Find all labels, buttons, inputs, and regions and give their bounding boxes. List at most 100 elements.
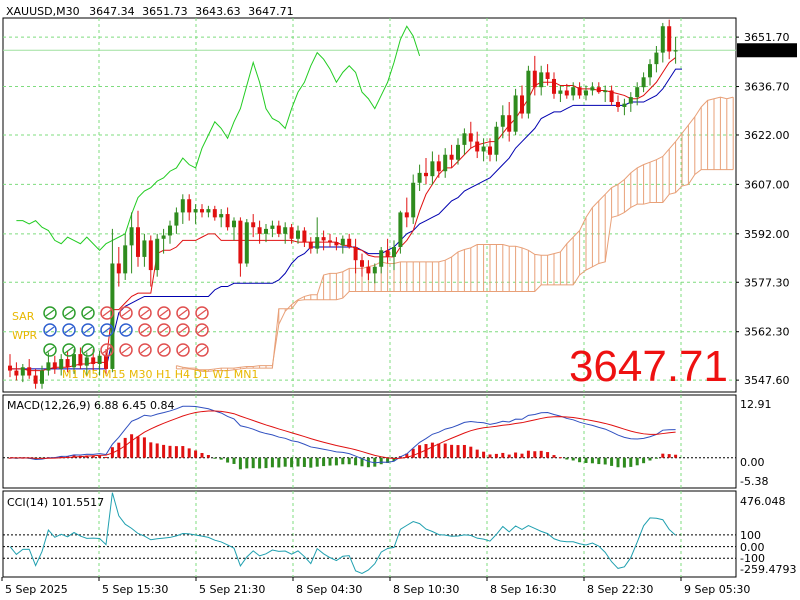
signal-icon [100, 343, 114, 357]
macd-bar [66, 456, 70, 458]
candle-body [449, 154, 454, 160]
macd-bar [558, 457, 562, 459]
sar-label: SAR [12, 310, 35, 323]
price-tick-label: 3651.70 [744, 31, 790, 44]
price-tick-label: 3607.00 [744, 178, 790, 191]
senkou-span-a [176, 96, 734, 371]
macd-bar [194, 450, 198, 458]
candle-body [104, 355, 108, 369]
candle-body [372, 266, 377, 274]
signal-icon-shape [43, 323, 57, 337]
time-tick-label: 8 Sep 22:30 [587, 583, 653, 596]
candle-body [212, 209, 217, 218]
macd-bar [360, 457, 364, 467]
macd-bar [603, 457, 607, 465]
macd-label-high: 12.91 [740, 398, 772, 411]
candle-body [475, 141, 480, 152]
macd-bar [661, 453, 665, 458]
candle-body [289, 227, 294, 239]
price-pane[interactable]: 3651.70 3636.70 3622.00 3607.00 3592.00 3577.… [2, 5, 797, 393]
macd-bar [642, 457, 646, 464]
signal-icon-shape [62, 343, 76, 357]
signal-icon [119, 323, 133, 337]
candle-body [564, 90, 569, 96]
candle-body [123, 245, 128, 274]
candle-body [424, 172, 428, 177]
candle-body [148, 240, 153, 271]
signal-icon-shape [62, 306, 76, 320]
signal-icon-stroke [102, 326, 112, 334]
candle-body [462, 133, 467, 145]
signal-icon-stroke [121, 326, 131, 334]
macd-bar [296, 457, 300, 467]
candle-body [545, 72, 550, 79]
macd-bar [584, 457, 588, 463]
candle-body [417, 172, 422, 183]
macd-bar [539, 450, 543, 458]
macd-bar [238, 457, 242, 470]
signal-icon [157, 306, 171, 320]
macd-bar [290, 457, 294, 468]
cci-label-minus100: -100 [740, 552, 765, 565]
macd-label-zero: 0.00 [740, 456, 765, 469]
macd-bar [507, 454, 511, 458]
candle-body [456, 144, 460, 160]
signal-icon-stroke [140, 326, 150, 334]
signal-icon-shape [138, 323, 152, 337]
cci-label-100: 100 [740, 529, 761, 542]
candle-body [673, 50, 678, 52]
macd-bar [277, 457, 281, 468]
macd-bar [482, 451, 486, 458]
signal-icon-stroke [178, 309, 188, 317]
signal-icon [138, 343, 152, 357]
signal-icon-shape [176, 343, 190, 357]
macd-label-low: -5.38 [740, 475, 768, 488]
signal-icon [176, 343, 190, 357]
macd-lines [9, 405, 676, 464]
candle-body [59, 359, 64, 369]
signal-icon-stroke [197, 346, 207, 354]
macd-bar [206, 455, 210, 458]
macd-bar [667, 454, 671, 458]
price-tick-label: 3577.30 [744, 276, 790, 289]
candle-body [238, 220, 243, 264]
macd-bar [578, 457, 582, 463]
signal-icon [195, 343, 209, 357]
signal-icon-shape [100, 323, 114, 337]
time-tick-label: 8 Sep 10:30 [393, 583, 459, 596]
macd-bar [72, 455, 76, 458]
candle-body [379, 250, 384, 267]
signal-icon-stroke [159, 326, 169, 334]
candle-body [14, 370, 19, 376]
time-tick-label: 5 Sep 15:30 [102, 583, 168, 596]
signal-icon [176, 306, 190, 320]
candle-body [513, 95, 518, 132]
macd-bar [475, 449, 479, 458]
macd-pane[interactable]: MACD(12,26,9) 6.88 6.45 0.84 12.91 0.00 … [2, 394, 772, 489]
senkou-span-b [176, 169, 734, 372]
candle-body [84, 357, 89, 366]
cci-gridlines [3, 491, 736, 577]
cci-pane[interactable]: CCI(14) 101.5517 476.048 100 0.00 -100 -… [2, 490, 796, 578]
candle-body [328, 240, 332, 243]
candle-body [46, 362, 51, 371]
cci-label-zero: 0.00 [740, 541, 765, 554]
macd-bar [232, 457, 236, 464]
candle-body [347, 238, 352, 248]
signal-icon [81, 306, 95, 320]
price-tick-label: 3562.30 [744, 326, 790, 339]
macd-bar [174, 446, 178, 458]
macd-bar [98, 455, 102, 458]
candle-body [353, 247, 358, 261]
signal-icon-shape [81, 343, 95, 357]
candle-body [596, 87, 601, 93]
macd-bar [334, 457, 338, 466]
candle-body [385, 250, 390, 257]
macd-bar [565, 457, 569, 460]
macd-bar [315, 457, 319, 467]
signal-icon [157, 343, 171, 357]
macd-bar [494, 453, 498, 458]
candle-body [251, 222, 256, 228]
candle-body [430, 161, 435, 177]
